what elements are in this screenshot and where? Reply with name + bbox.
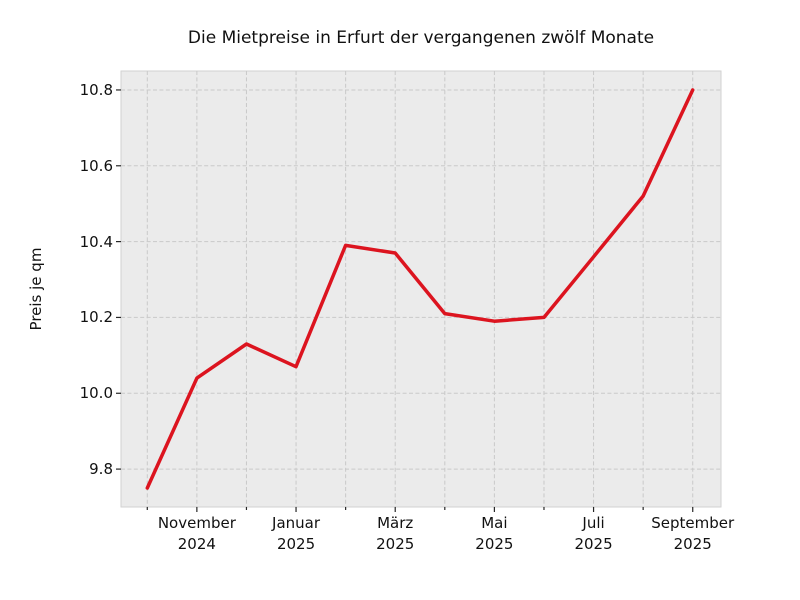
y-tick-label: 10.0 xyxy=(79,384,113,403)
x-tick-label: November 2024 xyxy=(137,513,257,555)
x-tick-label-year: 2025 xyxy=(376,535,415,553)
chart-title: Die Mietpreise in Erfurt der vergangenen… xyxy=(187,28,655,48)
x-tick-label: Juli 2025 xyxy=(534,513,654,555)
x-tick-label-year: 2025 xyxy=(475,535,514,553)
x-tick-label: März 2025 xyxy=(335,513,455,555)
x-tick-label-year: 2025 xyxy=(574,535,613,553)
y-tick-label: 10.4 xyxy=(79,232,113,251)
y-tick-label: 9.8 xyxy=(89,460,113,479)
price-line xyxy=(145,88,695,490)
x-tick-label: Januar 2025 xyxy=(236,513,356,555)
y-tick-label: 10.2 xyxy=(79,308,113,327)
y-tick-label: 10.8 xyxy=(79,80,113,99)
x-tick-label: Mai 2025 xyxy=(434,513,554,555)
x-tick-label-year: 2025 xyxy=(673,535,712,553)
x-tick-label-year: 2025 xyxy=(276,535,316,553)
x-tick-label-year: 2024 xyxy=(177,535,216,553)
plot-background xyxy=(120,70,722,508)
x-tick-label: September 2025 xyxy=(633,513,753,555)
y-tick-label: 10.6 xyxy=(79,156,113,175)
